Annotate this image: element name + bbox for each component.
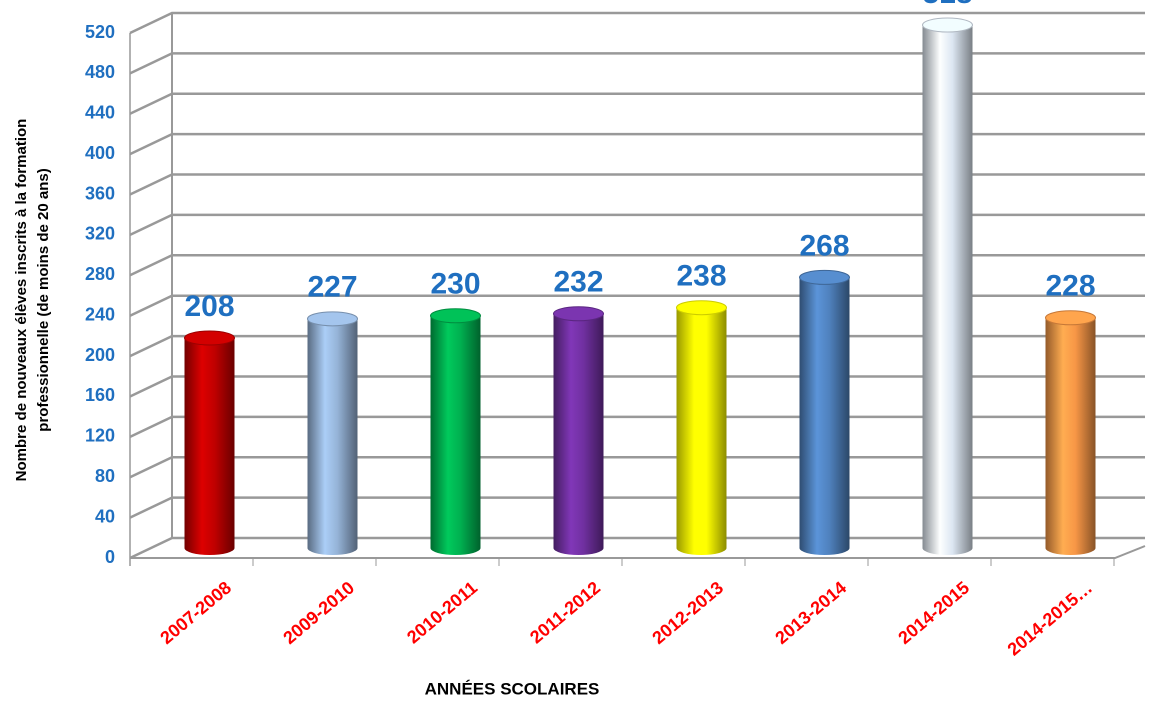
x-tick-label: 2013-2014 [771, 577, 850, 648]
grid-line [129, 536, 1145, 560]
y-tick-label: 200 [85, 345, 115, 365]
value-label: 227 [307, 271, 357, 304]
bar-cap [430, 308, 481, 324]
bar-cap [184, 330, 235, 346]
grid-line [129, 496, 1145, 519]
y-tick-label: 360 [85, 183, 115, 203]
bar [307, 318, 358, 555]
x-tick-label: 2009-2010 [279, 577, 358, 648]
grid-line [129, 11, 1145, 35]
bar-cap [922, 17, 973, 33]
y-tick-label: 160 [85, 385, 115, 405]
y-tick-label: 520 [85, 22, 115, 42]
axis-line [130, 545, 1146, 559]
y-axis-label: professionnelle (de moins de 20 ans) [35, 168, 52, 431]
bar [553, 313, 604, 556]
grid-line [129, 294, 1145, 317]
y-tick-label: 480 [85, 62, 115, 82]
bar [676, 307, 727, 556]
y-tick-label: 440 [85, 103, 115, 123]
x-tick-label: 2010-2011 [403, 577, 481, 647]
grid-line [129, 334, 1145, 358]
value-label: 228 [1045, 270, 1095, 303]
x-axis-label: ANNÉES SCOLAIRES [425, 679, 600, 698]
x-tick-label: 2014-2015… [1004, 577, 1097, 659]
grid-line [129, 375, 1145, 398]
x-tick-label: 2014-2015 [894, 577, 973, 648]
bar-cap [799, 269, 850, 285]
bar [799, 277, 850, 556]
grid-line [129, 173, 1145, 196]
value-label: 208 [184, 290, 234, 323]
y-tick-label: 240 [85, 304, 115, 324]
value-label: 232 [553, 266, 603, 299]
grid-line [129, 52, 1145, 75]
x-tick-label: 2012-2013 [648, 577, 727, 648]
bar [184, 338, 235, 556]
grid-line [129, 132, 1145, 156]
value-label: 268 [799, 229, 849, 262]
y-axis-label: Nombre de nouveaux élèves inscrits à la … [13, 119, 30, 482]
y-tick-label: 120 [85, 426, 115, 446]
bar [922, 25, 973, 556]
bar-cap [676, 300, 727, 316]
bar-cap [307, 311, 358, 327]
y-tick-label: 80 [95, 466, 115, 486]
bar [1045, 317, 1096, 556]
grid-line [129, 415, 1145, 438]
grid-line [129, 455, 1145, 479]
bar [430, 315, 481, 556]
y-tick-label: 0 [105, 547, 115, 567]
value-label: 238 [676, 260, 726, 293]
grid-line [129, 254, 1145, 277]
y-tick-label: 40 [95, 506, 115, 526]
value-label: 230 [430, 268, 480, 301]
y-tick-label: 320 [85, 224, 115, 244]
bar-cap [1045, 310, 1096, 326]
bar-cap [553, 306, 604, 322]
grid-line [129, 92, 1145, 115]
x-tick-label: 2011-2012 [526, 577, 604, 647]
y-tick-label: 400 [85, 143, 115, 163]
grid-line [129, 213, 1145, 237]
y-tick-label: 280 [85, 264, 115, 284]
x-tick-label: 2007-2008 [156, 577, 235, 648]
value-label: 518 [922, 0, 972, 10]
